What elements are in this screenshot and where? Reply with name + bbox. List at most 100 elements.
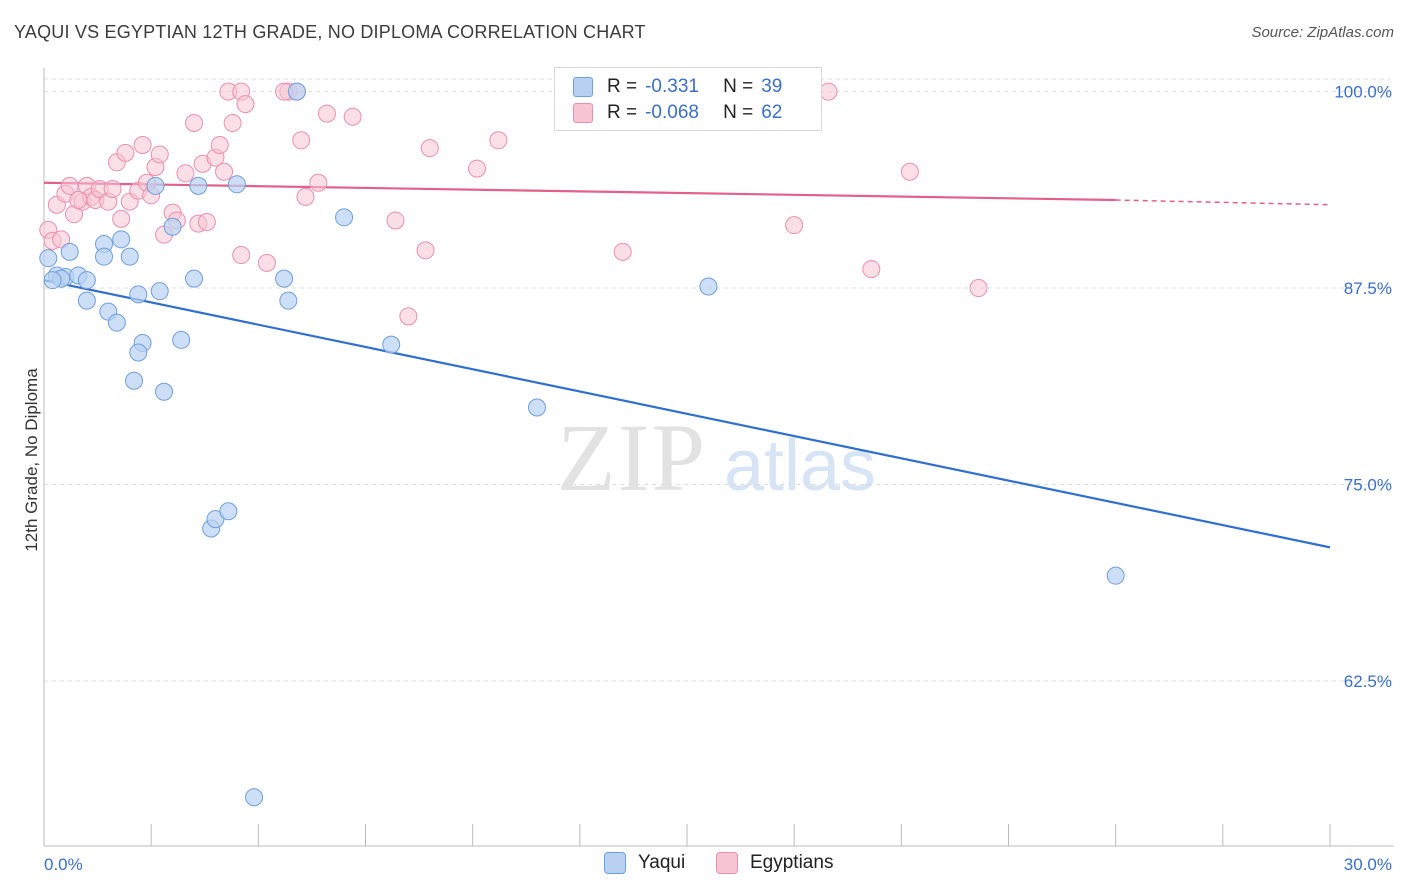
egyptians-trend-line [43,181,1116,202]
stats-legend: R = -0.331 N = 39 R = -0.068 N = 62 [554,67,822,131]
egyptians-point [900,162,919,181]
egyptians-swatch [573,103,593,123]
yaqui-point [112,230,131,249]
y-tick-label: 100.0% [1334,83,1392,102]
yaqui-point [95,247,114,266]
yaqui-point [43,271,62,290]
yaqui-point [172,330,191,349]
y-tick-label: 62.5% [1344,672,1392,691]
egyptians-legend-swatch [716,852,738,874]
egyptians-point [112,209,131,228]
legend-item-egyptians: Egyptians [716,852,833,874]
yaqui-point [245,788,264,807]
yaqui-point [163,217,182,236]
yaqui-point [39,249,58,268]
yaqui-trend-line [43,279,1331,549]
egyptians-point [467,159,486,178]
egyptians-point [292,131,311,150]
egyptians-trend-extension [1115,199,1331,206]
yaqui-point [382,335,401,354]
egyptians-point [197,213,216,232]
watermark-atlas: atlas [724,426,876,506]
egyptians-point [223,114,242,133]
chart-source: Source: ZipAtlas.com [1251,24,1394,41]
yaqui-point [699,277,718,296]
yaqui-swatch [573,77,593,97]
egyptians-point [317,104,336,123]
legend-r-label: R = [607,76,638,97]
legend-n-value: 39 [761,76,783,97]
egyptians-point [309,173,328,192]
egyptians-point [116,143,135,162]
yaqui-point [155,382,174,401]
legend-egyptians-label: Egyptians [750,852,834,873]
egyptians-point [420,139,439,158]
yaqui-point [125,371,144,390]
yaqui-point [129,343,148,362]
yaqui-point [189,176,208,195]
egyptians-point [150,145,169,164]
chart-title: YAQUI VS EGYPTIAN 12TH GRADE, NO DIPLOMA… [14,22,646,42]
yaqui-point [1106,566,1125,585]
egyptians-point [133,136,152,155]
yaqui-point [287,82,306,101]
legend-r-value: -0.331 [645,76,699,97]
egyptians-point [52,230,71,249]
yaqui-point [150,282,169,301]
legend-r-value: -0.068 [645,102,699,123]
axes [43,68,1394,847]
yaqui-point [146,176,165,195]
x-tick-label: 0.0% [44,855,83,874]
legend-r-label: R = [607,102,638,123]
yaqui-point [227,175,246,194]
yaqui-point [275,269,294,288]
legend-n-label: N = [723,102,754,123]
egyptians-point [236,95,255,114]
egyptians-point [613,242,632,261]
egyptians-point [489,131,508,150]
egyptians-point [416,241,435,260]
yaqui-point [335,208,354,227]
egyptians-point [399,307,418,326]
egyptians-point [969,279,988,298]
egyptians-point [386,211,405,230]
x-tick-label: 30.0% [1344,855,1392,874]
legend-n-label: N = [723,76,754,97]
yaqui-point [279,291,298,310]
legend-row-egyptians: R = -0.068 N = 62 [573,100,782,126]
egyptians-point [185,114,204,133]
yaqui-point [77,271,96,290]
yaqui-point [77,291,96,310]
egyptians-point [819,82,838,101]
series-legend: Yaqui Egyptians [0,852,1406,876]
egyptians-point [862,260,881,279]
egyptians-point [296,187,315,206]
legend-yaqui-label: Yaqui [638,852,686,873]
egyptians-point [257,253,276,272]
yaqui-point [185,269,204,288]
egyptians-point [176,164,195,183]
egyptians-point [785,216,804,235]
y-tick-label: 75.0% [1344,476,1392,495]
watermark: ZIP atlas [557,404,876,511]
yaqui-legend-swatch [604,852,626,874]
trend-lines [43,181,1331,549]
yaqui-point [129,285,148,304]
egyptians-points [39,82,988,326]
egyptians-point [232,246,251,265]
y-tick-label: 87.5% [1344,279,1392,298]
egyptians-point [215,162,234,181]
yaqui-point [219,502,238,521]
egyptians-point [210,136,229,155]
yaqui-point [107,313,126,332]
yaqui-point [60,242,79,261]
tick-labels: 62.5% 75.0% 87.5% 100.0% 0.0% 30.0% [44,83,1392,874]
yaqui-points [39,82,1125,807]
yaqui-point [120,247,139,266]
watermark-zip: ZIP [557,404,707,511]
egyptians-point [69,191,88,210]
legend-row-yaqui: R = -0.331 N = 39 [573,74,782,100]
egyptians-point [103,180,122,199]
yaqui-point [527,398,546,417]
